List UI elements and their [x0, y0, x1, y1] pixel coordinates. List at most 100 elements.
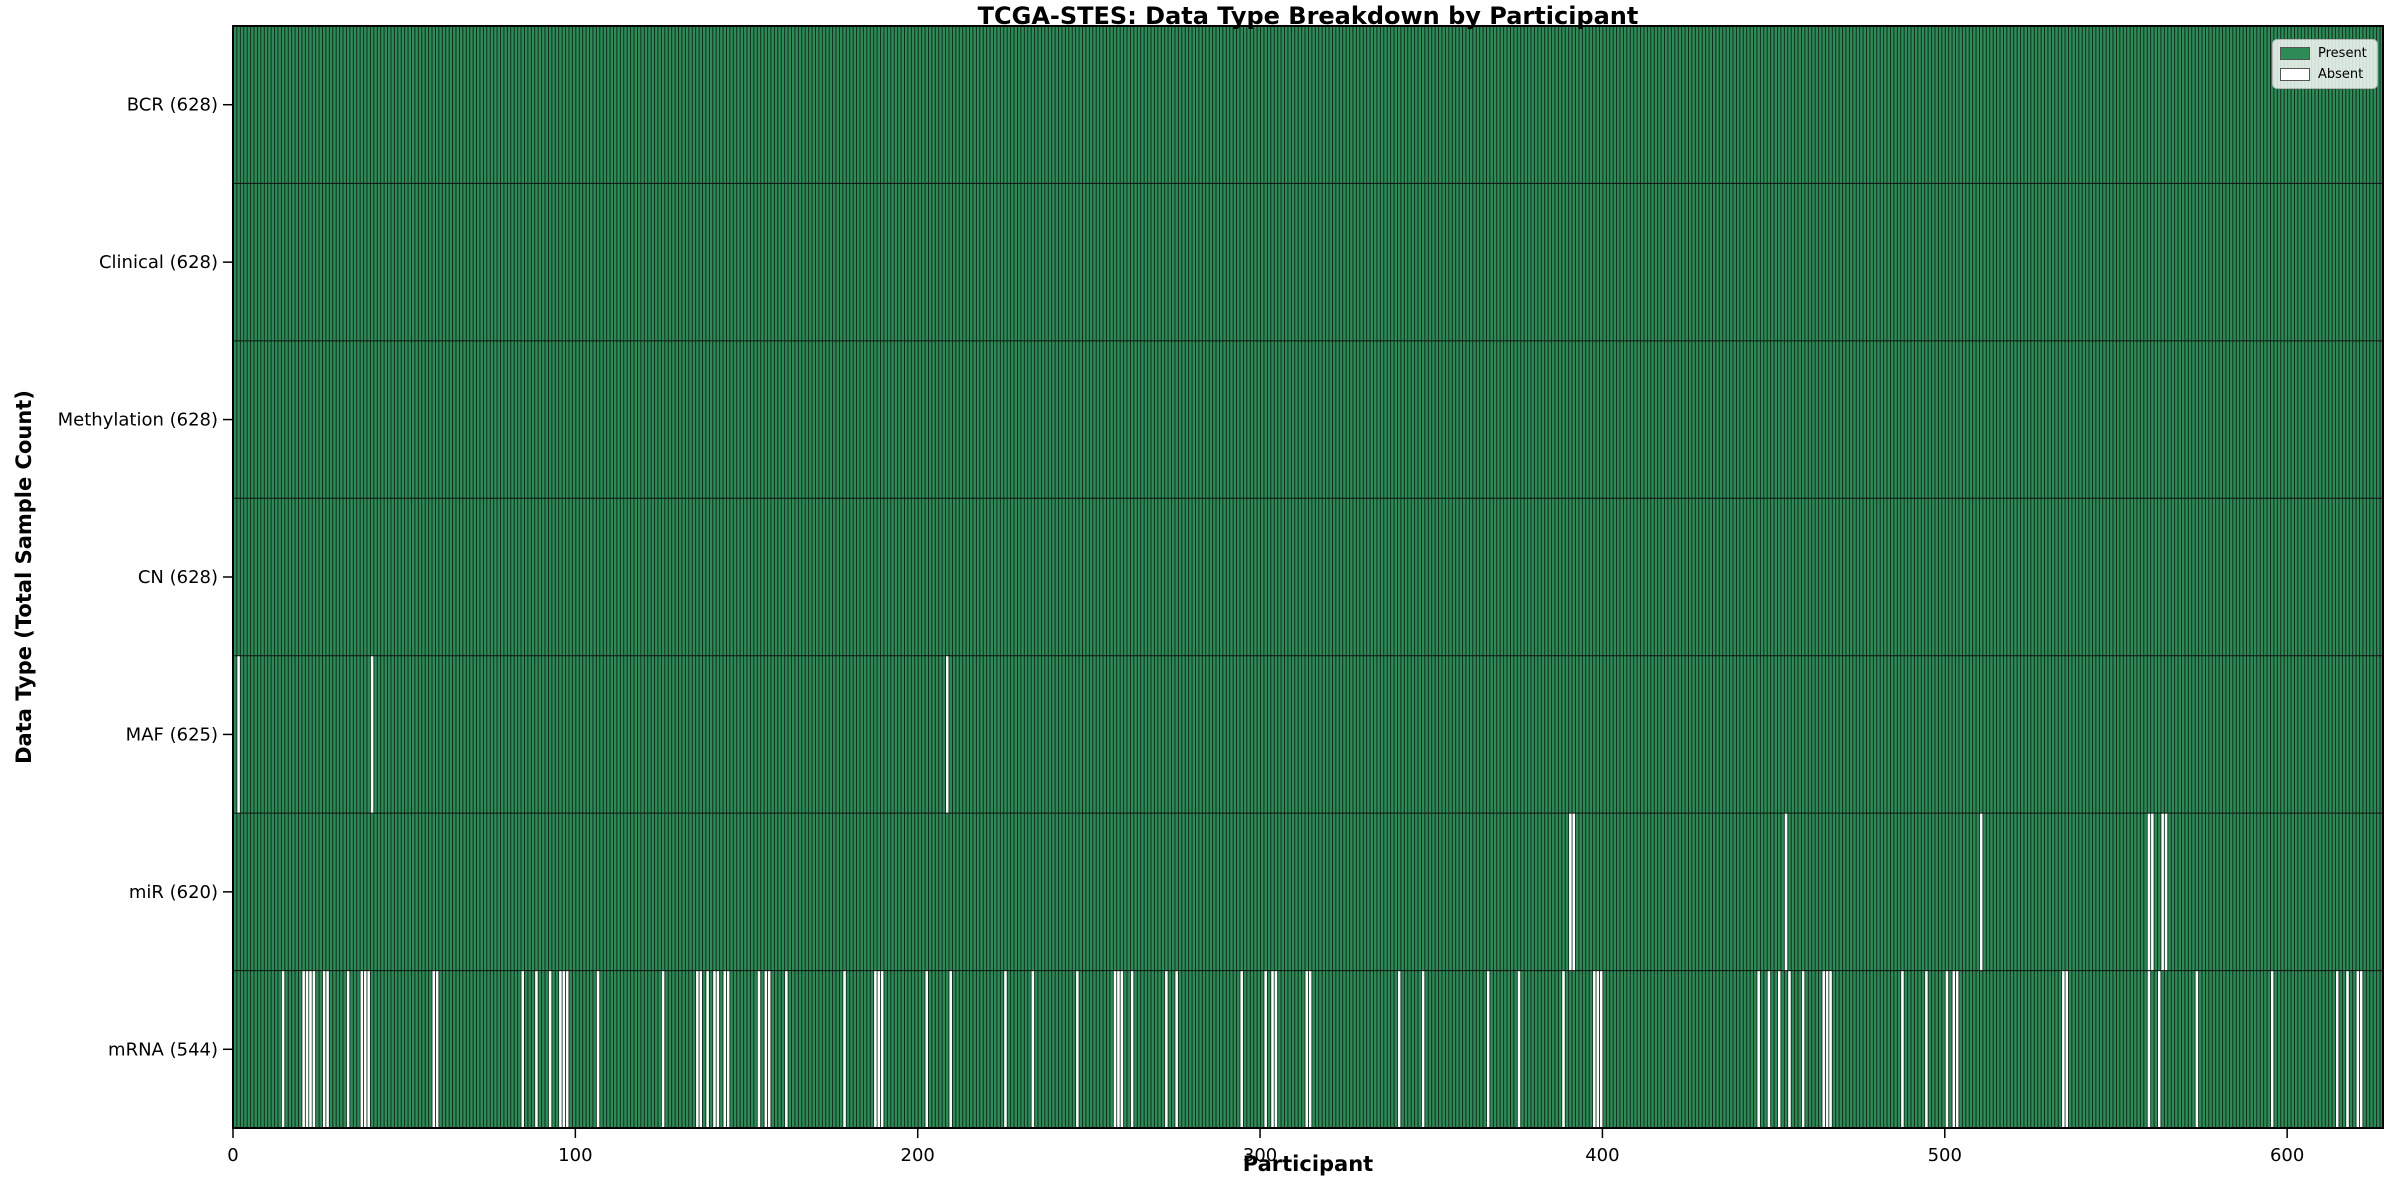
- absent-mark-mrna: [1757, 970, 1760, 1128]
- absent-mark-mrna: [1596, 970, 1600, 1128]
- absent-mark-mrna: [435, 970, 439, 1128]
- absent-mark-mrna: [562, 970, 566, 1128]
- absent-mark-mrna: [363, 970, 367, 1128]
- absent-mark-mrna: [1113, 970, 1117, 1128]
- row-bcr: [233, 26, 2383, 184]
- absent-mark-mrna: [696, 970, 699, 1128]
- absent-mark-mir: [1784, 813, 1788, 971]
- row-clinical: [233, 183, 2383, 341]
- x-tick-label: 200: [901, 1145, 935, 1166]
- absent-mark-mrna: [706, 970, 709, 1128]
- absent-mark-mrna: [880, 970, 884, 1128]
- legend-item-present: Present: [2280, 46, 2370, 61]
- absent-mark-mir: [1979, 813, 1983, 971]
- absent-swatch-icon: [2280, 68, 2310, 81]
- x-tick-label: 0: [227, 1145, 238, 1166]
- x-tick-label: 300: [1243, 1145, 1277, 1166]
- absent-mark-mrna: [699, 970, 703, 1128]
- absent-mark-mrna: [2147, 970, 2151, 1128]
- absent-mark-mrna: [1004, 970, 1007, 1128]
- absent-mark-mrna: [1901, 970, 1904, 1128]
- absent-mark-mrna: [2065, 970, 2069, 1128]
- absent-mark-mrna: [521, 970, 525, 1128]
- legend-label-absent: Absent: [2318, 67, 2364, 82]
- absent-mark-mrna: [281, 970, 285, 1128]
- absent-mark-mrna: [305, 970, 309, 1128]
- absent-mark-mir: [2151, 813, 2154, 971]
- chart-title: TCGA-STES: Data Type Breakdown by Partic…: [977, 2, 1639, 30]
- present-swatch-icon: [2280, 47, 2310, 60]
- absent-mark-mrna: [1486, 970, 1490, 1128]
- absent-mark-mir: [2161, 813, 2164, 971]
- absent-mark-mrna: [1945, 970, 1949, 1128]
- absent-mark-mrna: [2270, 970, 2274, 1128]
- absent-mark-maf: [370, 655, 374, 814]
- absent-mark-mrna: [1767, 970, 1771, 1128]
- absent-mark-mrna: [1777, 970, 1781, 1128]
- legend-label-present: Present: [2318, 46, 2367, 61]
- absent-mark-mrna: [535, 970, 538, 1128]
- absent-mark-mrna: [1593, 970, 1596, 1128]
- absent-mark-mrna: [949, 970, 952, 1128]
- absent-mark-mrna: [764, 970, 768, 1128]
- absent-mark-mrna: [1952, 970, 1956, 1128]
- x-tick-label: 400: [1585, 1145, 1619, 1166]
- y-axis-title: Data Type (Total Sample Count): [12, 390, 36, 764]
- absent-mark-mrna: [322, 970, 326, 1128]
- absent-mark-mrna: [726, 970, 730, 1128]
- absent-mark-mrna: [785, 970, 788, 1128]
- absent-mark-mrna: [767, 970, 771, 1128]
- absent-mark-mir: [1569, 813, 1572, 971]
- y-tick-label-cn: CN (628): [138, 567, 218, 588]
- absent-mark-mrna: [2157, 970, 2161, 1128]
- absent-mark-mrna: [1825, 970, 1829, 1128]
- absent-mark-mrna: [713, 970, 716, 1128]
- absent-mark-mrna: [326, 970, 329, 1128]
- absent-mark-mrna: [723, 970, 726, 1128]
- absent-mark-mrna: [1031, 970, 1035, 1128]
- absent-mark-mrna: [877, 970, 881, 1128]
- x-tick-label: 600: [2270, 1145, 2304, 1166]
- absent-mark-mrna: [1925, 970, 1928, 1128]
- absent-mark-mrna: [1562, 970, 1565, 1128]
- absent-mark-mrna: [559, 970, 562, 1128]
- absent-mark-mrna: [2062, 970, 2065, 1128]
- absent-mark-mrna: [312, 970, 316, 1128]
- y-tick-label-bcr: BCR (628): [127, 95, 218, 116]
- y-tick-label-methylation: Methylation (628): [58, 410, 218, 431]
- absent-mark-mrna: [2195, 970, 2199, 1128]
- absent-mark-mrna: [843, 970, 846, 1128]
- x-axis-title: Participant: [1242, 1152, 1374, 1176]
- absent-mark-mrna: [1801, 970, 1805, 1128]
- row-cn: [233, 498, 2383, 656]
- absent-mark-mrna: [432, 970, 435, 1128]
- absent-mark-mrna: [1271, 970, 1274, 1128]
- legend: Present Absent: [2272, 39, 2378, 89]
- absent-mark-mrna: [716, 970, 720, 1128]
- absent-mark-mrna: [1788, 970, 1791, 1128]
- y-tick-label-mir: miR (620): [129, 882, 218, 903]
- y-tick-label-clinical: Clinical (628): [99, 252, 218, 273]
- absent-mark-mrna: [1305, 970, 1308, 1128]
- absent-mark-mrna: [1175, 970, 1178, 1128]
- absent-mark-mrna: [302, 970, 305, 1128]
- x-tick-label: 500: [1928, 1145, 1962, 1166]
- absent-mark-mrna: [1955, 970, 1959, 1128]
- absent-mark-mrna: [661, 970, 665, 1128]
- absent-mark-mrna: [2356, 970, 2360, 1128]
- absent-mark-mrna: [1397, 970, 1401, 1128]
- absent-mark-mrna: [1130, 970, 1134, 1128]
- absent-mark-mrna: [1240, 970, 1243, 1128]
- absent-mark-mir: [2147, 813, 2151, 971]
- absent-mark-mrna: [548, 970, 552, 1128]
- axes-frame: [232, 25, 2384, 1129]
- legend-item-absent: Absent: [2280, 67, 2370, 82]
- absent-mark-mrna: [1599, 970, 1603, 1128]
- absent-mark-mrna: [565, 970, 569, 1128]
- absent-mark-mrna: [596, 970, 600, 1128]
- y-tick-label-mrna: mRNA (544): [108, 1039, 218, 1060]
- absent-mark-mrna: [1517, 970, 1521, 1128]
- absent-mark-mrna: [1264, 970, 1267, 1128]
